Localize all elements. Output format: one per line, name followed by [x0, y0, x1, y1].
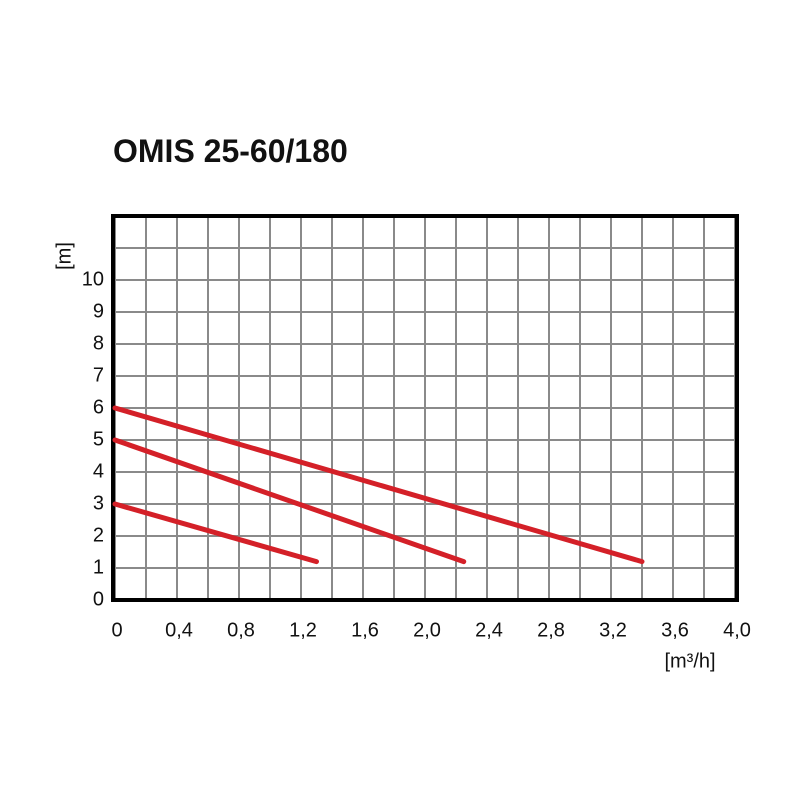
x-tick-label: 4,0: [723, 619, 751, 641]
y-axis-label: [m]: [53, 242, 75, 270]
y-tick-label: 2: [93, 524, 104, 546]
x-tick-label: 2,4: [475, 619, 503, 641]
x-tick-label: 3,6: [661, 619, 689, 641]
pump-curve: [112, 405, 645, 565]
x-tick-label: 3,2: [599, 619, 627, 641]
x-tick-label: 1,2: [289, 619, 317, 641]
x-axis-label: [m³/h]: [664, 650, 715, 672]
y-tick-label: 0: [93, 588, 104, 610]
x-tick-label: 0,4: [165, 619, 193, 641]
x-tick-label: 0: [111, 619, 122, 641]
y-tick-label: 5: [93, 428, 104, 450]
y-tick-label: 10: [82, 268, 104, 290]
x-tick-label: 2,8: [537, 619, 565, 641]
y-tick-label: 6: [93, 396, 104, 418]
y-tick-label: 8: [93, 332, 104, 354]
y-tick-label: 4: [93, 460, 104, 482]
y-tick-label: 1: [93, 556, 104, 578]
y-tick-label: 9: [93, 300, 104, 322]
x-tick-label: 1,6: [351, 619, 379, 641]
x-tick-label: 2,0: [413, 619, 441, 641]
y-tick-label: 7: [93, 364, 104, 386]
pump-curve: [112, 437, 467, 565]
y-tick-label: 3: [93, 492, 104, 514]
x-tick-label: 0,8: [227, 619, 255, 641]
pump-curve: [112, 501, 319, 565]
chart-title: OMIS 25-60/180: [113, 133, 348, 169]
